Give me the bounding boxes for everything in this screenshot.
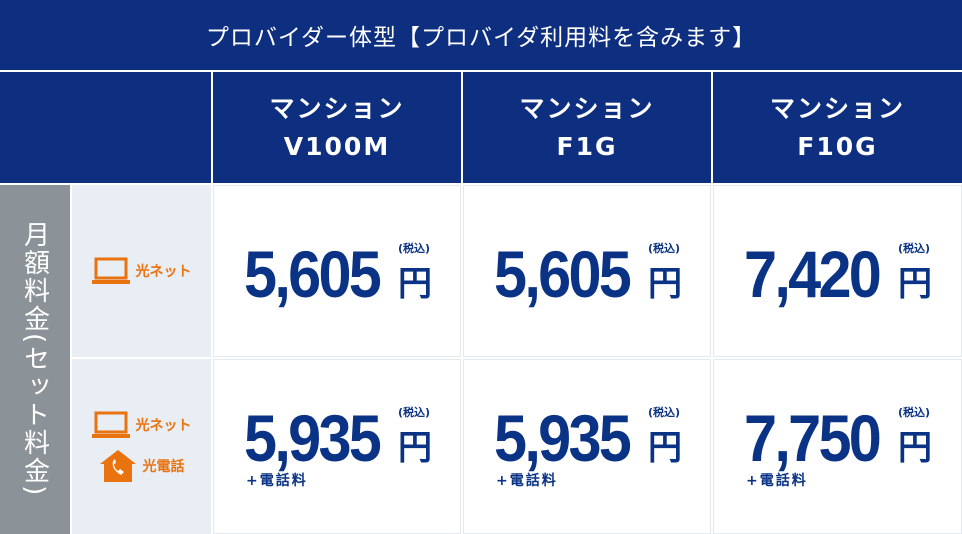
column-header-v100m: マンション V100M xyxy=(213,72,461,183)
column-header-line2: F10G xyxy=(797,131,878,161)
yen-unit: 円 xyxy=(398,428,432,468)
tax-included-label: (税込) xyxy=(898,406,931,419)
label-text: 光電話 xyxy=(142,458,185,475)
column-header-line2: F1G xyxy=(556,131,618,161)
tax-included-label: (税込) xyxy=(398,406,431,419)
row-label-net-phone: 光ネット 光電話 xyxy=(72,359,211,534)
laptop-icon xyxy=(91,257,130,284)
column-header-f1g: マンション F1G xyxy=(463,72,711,183)
price-cell: 5,935 円 (税込) +電話料 xyxy=(463,359,711,534)
tax-included-label: (税込) xyxy=(398,242,431,255)
price-value: 5,935 xyxy=(494,401,632,475)
yen-unit: 円 xyxy=(898,264,932,304)
row-label-net: 光ネット xyxy=(72,185,211,357)
label-text: 光ネット xyxy=(135,417,192,434)
yen-unit: 円 xyxy=(648,264,682,304)
price-value: 5,935 xyxy=(244,401,382,475)
column-header-f10g: マンション F10G xyxy=(713,72,962,183)
column-header-line1: マンション xyxy=(769,93,905,123)
yen-unit: 円 xyxy=(898,428,932,468)
price-cell: 5,935 円 (税込) +電話料 xyxy=(213,359,461,534)
column-header-line2: V100M xyxy=(283,131,391,161)
house-phone-icon xyxy=(99,449,136,482)
phone-fee-note: +電話料 xyxy=(746,473,808,489)
label-text: 光ネット xyxy=(135,264,192,280)
tax-included-label: (税込) xyxy=(898,242,931,255)
side-label: 月額料金(セット料金) xyxy=(0,185,70,534)
table-title: プロバイダー体型【プロバイダ利用料を含みます】 xyxy=(0,0,962,70)
price-cell: 7,750 円 (税込) +電話料 xyxy=(713,359,962,534)
header-empty xyxy=(0,72,211,183)
price-cell: 5,605 円 (税込) xyxy=(463,185,711,357)
column-header-line1: マンション xyxy=(519,93,655,123)
price-cell: 5,605 円 (税込) xyxy=(213,185,461,357)
price-value: 7,750 xyxy=(744,401,882,475)
price-value: 7,420 xyxy=(744,237,882,311)
phone-fee-note: +電話料 xyxy=(246,473,308,489)
yen-unit: 円 xyxy=(398,264,432,304)
tax-included-label: (税込) xyxy=(648,242,681,255)
column-header-line1: マンション xyxy=(269,93,405,123)
tax-included-label: (税込) xyxy=(648,406,681,419)
laptop-icon xyxy=(91,411,130,438)
price-cell: 7,420 円 (税込) xyxy=(713,185,962,357)
price-value: 5,605 xyxy=(494,237,632,311)
yen-unit: 円 xyxy=(648,428,682,468)
price-value: 5,605 xyxy=(244,237,382,311)
phone-fee-note: +電話料 xyxy=(496,473,558,489)
